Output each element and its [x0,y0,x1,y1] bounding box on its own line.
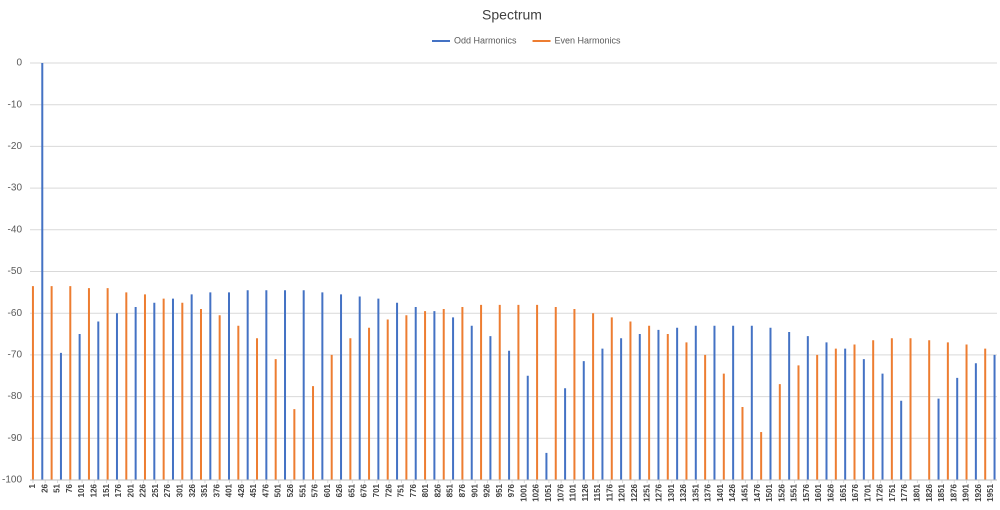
y-tick-label: -80 [8,391,23,402]
x-tick-label: 1876 [949,483,958,501]
x-tick-label: 26 [40,483,49,492]
x-tick-label: 1 [28,483,37,488]
y-tick-label: -40 [8,224,23,235]
x-tick-label: 976 [507,483,516,497]
x-tick-label: 1051 [544,483,553,501]
x-tick-label: 1401 [716,483,725,501]
x-tick-label: 526 [286,483,295,497]
x-tick-label: 1076 [556,483,565,501]
x-tick-label: 326 [188,483,197,497]
x-tick-label: 276 [163,483,172,497]
x-tick-label: 1851 [937,483,946,501]
x-tick-label: 1451 [741,483,750,501]
x-tick-label: 1576 [802,483,811,501]
x-tick-label: 1151 [593,483,602,501]
x-tick-label: 801 [421,483,430,497]
y-tick-label: -10 [8,99,23,110]
x-tick-label: 51 [53,483,62,492]
x-tick-label: 1276 [655,483,664,501]
legend-label: Odd Harmonics [454,35,517,45]
x-tick-label: 726 [384,483,393,497]
x-tick-label: 226 [139,483,148,497]
x-tick-label: 1551 [790,483,799,501]
y-tick-label: 0 [16,58,22,69]
x-tick-label: 601 [323,483,332,497]
x-tick-label: 1951 [986,483,995,501]
x-tick-label: 76 [65,483,74,492]
legend-label: Even Harmonics [555,35,622,45]
x-tick-label: 1201 [618,483,627,501]
x-tick-label: 476 [261,483,270,497]
x-tick-label: 701 [372,483,381,497]
y-tick-label: -20 [8,141,23,152]
x-tick-label: 1476 [753,483,762,501]
x-tick-label: 951 [495,483,504,497]
x-tick-label: 676 [360,483,369,497]
x-tick-label: 1426 [728,483,737,501]
x-tick-label: 1026 [532,483,541,501]
y-tick-label: -60 [8,308,23,319]
y-tick-label: -30 [8,183,23,194]
x-tick-label: 1526 [777,483,786,501]
x-tick-label: 426 [237,483,246,497]
x-tick-label: 1251 [642,483,651,501]
x-tick-label: 1351 [691,483,700,501]
y-tick-label: -70 [8,350,23,361]
x-tick-label: 451 [249,483,258,497]
x-tick-label: 1601 [814,483,823,501]
x-tick-label: 351 [200,483,209,497]
x-tick-label: 876 [458,483,467,497]
y-tick-label: -100 [2,475,22,486]
x-tick-label: 176 [114,483,123,497]
x-tick-label: 1501 [765,483,774,501]
x-tick-label: 1726 [876,483,885,501]
x-tick-label: 401 [225,483,234,497]
x-tick-label: 201 [126,483,135,497]
x-tick-label: 826 [433,483,442,497]
x-tick-label: 1926 [974,483,983,501]
x-tick-label: 126 [89,483,98,497]
x-tick-label: 1701 [863,483,872,501]
chart-title: Spectrum [482,7,542,23]
x-tick-label: 1801 [913,483,922,501]
y-tick-label: -90 [8,433,23,444]
x-tick-label: 501 [274,483,283,497]
x-tick-label: 1301 [667,483,676,501]
x-tick-label: 1901 [962,483,971,501]
x-tick-label: 1626 [827,483,836,501]
x-tick-label: 626 [335,483,344,497]
x-tick-label: 1001 [519,483,528,501]
x-tick-label: 1651 [839,483,848,501]
x-tick-label: 751 [397,483,406,497]
y-tick-label: -50 [8,266,23,277]
x-tick-label: 151 [102,483,111,497]
x-tick-label: 776 [409,483,418,497]
x-tick-label: 1226 [630,483,639,501]
x-tick-label: 1676 [851,483,860,501]
x-tick-label: 1326 [679,483,688,501]
x-tick-label: 926 [483,483,492,497]
x-tick-label: 651 [347,483,356,497]
x-tick-label: 901 [470,483,479,497]
x-tick-label: 1751 [888,483,897,501]
x-tick-label: 1376 [704,483,713,501]
x-tick-label: 101 [77,483,86,497]
x-tick-label: 376 [212,483,221,497]
x-tick-label: 1826 [925,483,934,501]
x-tick-label: 251 [151,483,160,497]
x-tick-label: 301 [175,483,184,497]
x-tick-label: 551 [298,483,307,497]
x-tick-label: 851 [446,483,455,497]
x-tick-label: 1776 [900,483,909,501]
x-tick-label: 1101 [569,483,578,501]
x-tick-label: 1126 [581,483,590,501]
x-tick-label: 1176 [605,483,614,501]
x-tick-label: 576 [311,483,320,497]
